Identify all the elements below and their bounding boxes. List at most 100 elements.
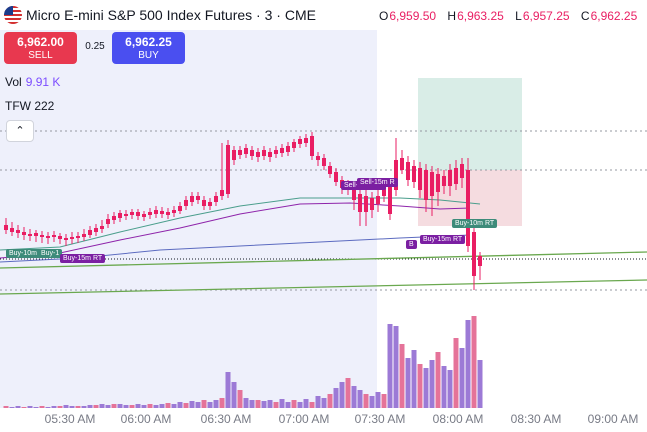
candle-body [202,200,206,206]
candle-body [166,212,170,215]
candle-body [460,164,464,178]
volume-indicator[interactable]: Vol 9.91 K [5,75,60,89]
candle-body [52,235,56,237]
signal-label[interactable]: Buy-15m RT [60,254,106,263]
volume-label: Vol [5,75,22,89]
candle-body [118,213,122,218]
candle-body [286,146,290,152]
candle-body [292,142,296,148]
candle-body [208,202,212,206]
volume-bar [273,402,279,408]
chevron-up-icon[interactable]: ⌃ [6,120,34,142]
symbol-title[interactable]: Micro E-mini S&P 500 Index Futures · 3 ·… [26,7,316,23]
volume-bar [219,398,225,408]
candle-body [472,232,476,276]
candle-body [64,238,68,240]
volume-bar [93,405,99,408]
candle-body [274,150,278,154]
volume-bar [477,360,483,408]
volume-bar [159,404,165,408]
volume-bar [357,390,363,408]
signal-label[interactable]: B [406,240,417,249]
candle-body [220,190,224,196]
candle-body [22,232,26,235]
volume-bar [3,406,9,408]
candle-body [100,226,104,229]
candle-body [154,210,158,214]
volume-bar [237,390,243,408]
time-tick: 08:30 AM [510,412,562,426]
candle-body [430,172,434,196]
ohlc-open-key: O [379,9,389,23]
volume-bar [351,386,357,408]
candle-body [46,236,50,238]
candle-body [76,236,80,238]
volume-bar [231,382,237,408]
volume-value: 9.91 K [25,75,61,89]
ohlc-close-value: 6,962.25 [590,9,638,23]
volume-bar [195,402,201,408]
candle-body [400,158,404,170]
buy-button[interactable]: 6,962.25 BUY [112,32,185,64]
time-tick: 06:00 AM [120,412,172,426]
volume-bar [27,406,33,408]
target-zone [418,78,522,170]
volume-bar [327,394,333,408]
volume-bar [75,406,81,408]
volume-bar [201,400,207,408]
candle-body [196,196,200,200]
volume-bar [33,407,39,408]
volume-bar [45,407,51,408]
candle-body [268,152,272,157]
candle-body [148,212,152,215]
ohlc-high-value: 6,963.25 [457,9,504,23]
sell-button[interactable]: 6,962.00 SELL [4,32,77,64]
candle-body [226,145,230,194]
volume-bar [435,352,441,408]
volume-bar [417,364,423,408]
candle-body [232,150,236,160]
volume-bar [171,404,177,408]
volume-bar [129,405,135,408]
volume-bar [225,372,231,408]
signal-label[interactable]: Buy-10m RT [6,249,52,258]
us-flag-icon [4,6,22,24]
candle-body [244,148,248,154]
volume-bar [249,400,255,408]
time-tick: 08:00 AM [432,412,484,426]
volume-bar [321,398,327,408]
volume-bar [147,404,153,408]
moving-average-mid [0,202,471,259]
volume-bar [189,401,195,408]
session-background [0,30,377,408]
signal-label[interactable]: Sell-15m R [357,178,398,187]
volume-bar [369,396,375,408]
volume-bar [51,406,57,408]
candle-body [136,212,140,216]
volume-bar [339,382,345,408]
time-tick: 06:30 AM [200,412,252,426]
volume-bar [285,402,291,408]
sell-price: 6,962.00 [17,35,64,49]
candle-body [376,196,380,204]
candle-body [190,196,194,202]
signal-label[interactable]: Buy-10m RT [452,219,498,228]
tfw-indicator[interactable]: TFW 222 [5,99,55,113]
candle-body [358,194,362,212]
buy-price: 6,962.25 [125,35,172,49]
candle-body [58,236,62,239]
signal-label[interactable]: Buy-1 [38,249,63,258]
candle-body [424,170,428,200]
signal-label[interactable]: Buy-15m RT [420,235,466,244]
ohlc-readout: O6,959.50 H6,963.25 L6,957.25 C6,962.25 [379,9,645,23]
time-tick: 07:30 AM [354,412,406,426]
volume-bar [105,405,111,408]
candle-body [322,158,326,166]
trend-line [0,251,647,269]
candle-body [436,174,440,192]
volume-bar [81,406,87,408]
candle-body [454,168,458,184]
volume-bar [363,394,369,408]
volume-bar [183,403,189,408]
